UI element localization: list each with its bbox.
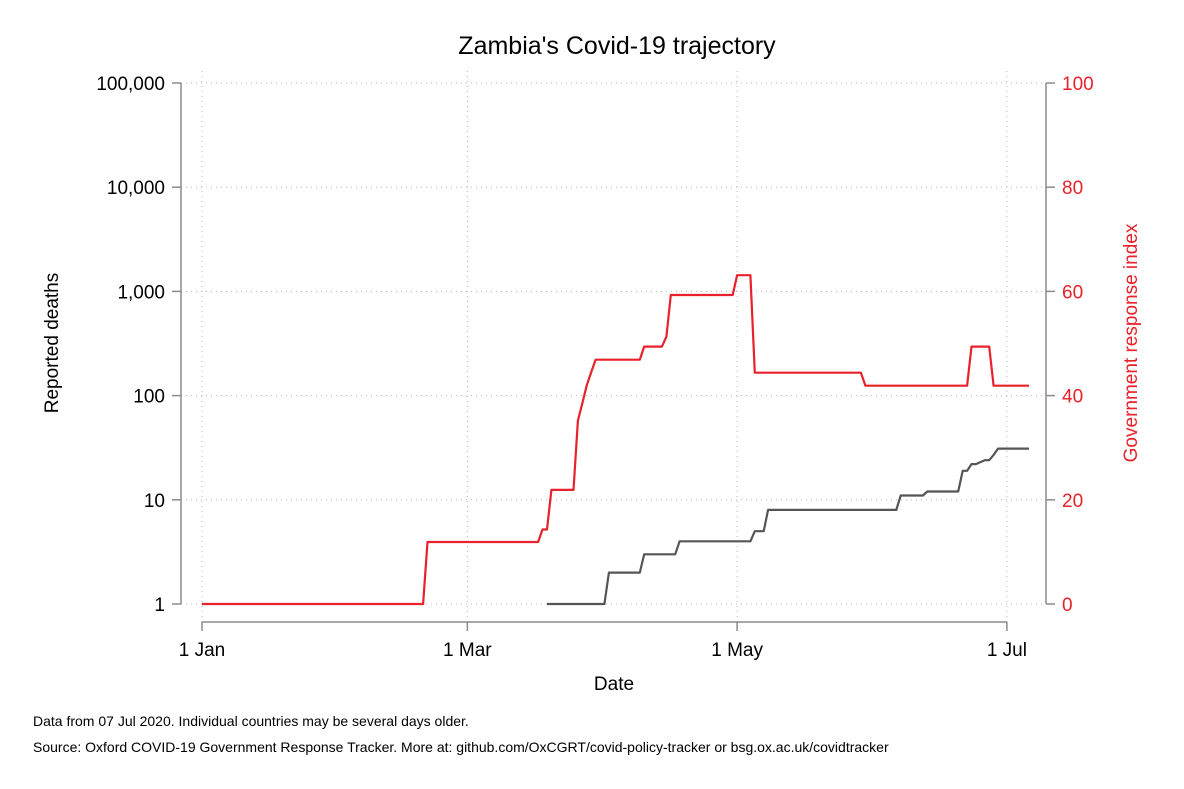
response-index-line [202, 274, 1029, 606]
y-left-axis-label: Reported deaths [42, 273, 63, 414]
footnote-data-date: Data from 07 Jul 2020. Individual countr… [33, 713, 469, 729]
gridlines [181, 71, 1046, 622]
footnote-source: Source: Oxford COVID-19 Government Respo… [33, 739, 889, 755]
y-right-axis-label: Government response index [1121, 223, 1142, 462]
x-tick-label: 1 Jul [987, 640, 1027, 661]
y-left-tick-label: 10,000 [107, 178, 165, 199]
y-left-tick-label: 1,000 [117, 282, 165, 303]
series-lines [202, 274, 1029, 606]
y-right-tick-label: 100 [1062, 74, 1094, 95]
y-left-tick-label: 10 [144, 491, 165, 512]
y-left-tick-label: 1 [154, 595, 165, 616]
x-tick-label: 1 May [711, 640, 763, 661]
y-right-tick-label: 0 [1062, 595, 1073, 616]
y-right-tick-label: 20 [1062, 491, 1083, 512]
x-tick-label: 1 Mar [443, 640, 492, 661]
chart-title: Zambia's Covid-19 trajectory [458, 32, 776, 60]
axes [172, 82, 1055, 631]
x-tick-label: 1 Jan [179, 640, 225, 661]
tick-labels: 1 10 100 1,000 10,000 100,000 1 Jan 1 Mar 1 May 1… [96, 74, 1093, 661]
x-axis-label: Date [594, 674, 634, 695]
y-left-tick-label: 100,000 [96, 74, 165, 95]
deaths-line [547, 447, 1029, 606]
y-right-tick-label: 40 [1062, 387, 1083, 408]
y-left-tick-label: 100 [133, 387, 165, 408]
y-right-tick-label: 60 [1062, 282, 1083, 303]
y-right-tick-label: 80 [1062, 178, 1083, 199]
